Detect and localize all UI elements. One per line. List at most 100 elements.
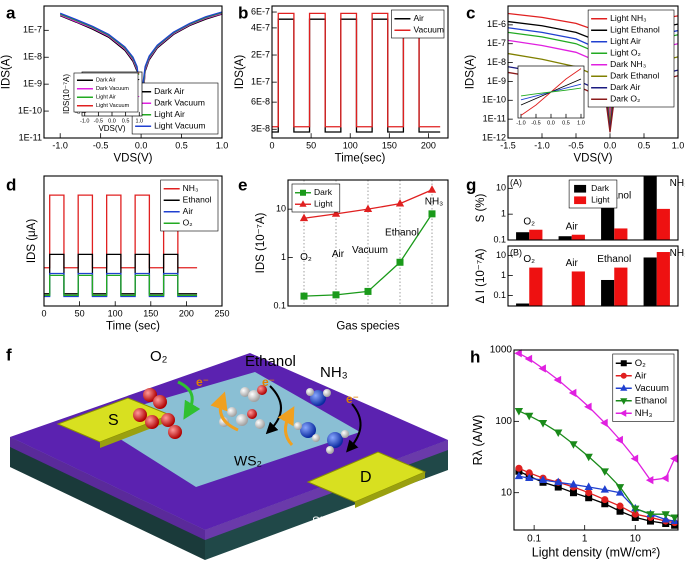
data-line: [44, 274, 198, 296]
data-line: [44, 194, 198, 269]
legend-marker: [300, 189, 306, 196]
x-tick-label: 50: [306, 140, 316, 150]
y-axis-label: IDS (10⁻⁷A): [255, 212, 267, 273]
legend-label: Air: [413, 13, 424, 23]
legend-label: Light Air: [96, 95, 116, 101]
bar: [571, 271, 585, 306]
x-axis-label: Time (sec): [106, 321, 160, 333]
data-point: [661, 514, 670, 523]
legend-swatch: [574, 184, 587, 193]
oxygen-molecules: [133, 388, 182, 439]
legend-label: Air: [635, 370, 647, 381]
legend-label: O₂: [635, 358, 646, 369]
x-axis-label: VDS(V): [98, 124, 125, 133]
data-point: [600, 468, 609, 476]
x-axis-label: Time(sec): [335, 153, 386, 165]
bar: [601, 203, 615, 240]
y-tick-label: 1E-7: [487, 38, 506, 48]
y-tick-label: 1: [501, 270, 506, 280]
electrode-label: D: [360, 469, 372, 486]
x-axis-label: VDS(V): [114, 153, 153, 165]
legend-label: Dark: [591, 183, 610, 193]
data-point: [515, 464, 523, 472]
data-point: [514, 408, 524, 416]
data-point: [569, 479, 578, 488]
legend-label: Vacuum: [413, 25, 444, 35]
legend-label: Light Air: [610, 36, 641, 46]
plot-frame: [513, 349, 679, 531]
data-line: [520, 87, 582, 97]
oxide-side-left: [10, 437, 205, 540]
legend-label: Light Air: [154, 109, 185, 119]
data-line: [272, 12, 441, 128]
y-tick-label: 2E-7: [251, 49, 270, 59]
x-tick-label: 0: [269, 140, 274, 150]
y-axis-label: IDS(A): [234, 55, 246, 90]
y-axis-label: IDS(A): [465, 55, 477, 90]
data-point: [395, 198, 405, 207]
oxide-label: SiO₂: [312, 514, 337, 528]
y-tick-label: 0.1: [493, 234, 506, 244]
bar: [516, 303, 530, 306]
bar: [571, 234, 585, 240]
legend-box: [587, 9, 675, 108]
bar: [601, 279, 615, 306]
legend: Dark Air Dark Vacuum Light Air Light Vacuum: [73, 72, 139, 113]
legend-label: Dark Air: [96, 78, 116, 84]
category-label: Air: [566, 221, 579, 232]
y-tick-label: 1E-10: [482, 95, 506, 105]
y-tick-label: 0.1: [273, 300, 286, 310]
x-tick-label: -1.0: [52, 140, 68, 150]
y-tick-label: 1E-8: [23, 52, 42, 62]
x-tick-label: -0.5: [568, 140, 584, 150]
data-point: [661, 473, 669, 483]
data-point: [569, 489, 577, 497]
electron-arrow: [277, 406, 295, 447]
y-axis-label: S (%): [475, 193, 487, 222]
plot-frame: [43, 175, 223, 307]
y-tick-label: 1E-11: [19, 132, 42, 142]
legend-label: Dark Ethanol: [610, 71, 659, 81]
category-label: O₂: [523, 216, 535, 227]
x-tick-label: -0.5: [94, 118, 103, 124]
legend-box: [291, 183, 341, 213]
legend-label: Vacuum: [635, 383, 669, 394]
y-axis-label: IDS(A): [1, 55, 13, 90]
y-tick-label: 10: [496, 250, 506, 260]
y-tick-label: 4E-7: [251, 22, 270, 32]
y-tick-label: 10: [276, 204, 286, 214]
y-axis-label: IDS (μA): [26, 219, 38, 263]
ammonia-molecules: [294, 388, 349, 454]
legend: Air Vacuum: [391, 9, 445, 39]
data-point: [364, 287, 372, 295]
panel-label: f: [6, 345, 12, 364]
legend-label: NH₃: [635, 408, 653, 419]
x-tick-label: 150: [143, 308, 158, 318]
y-tick-label: 3E-8: [251, 124, 270, 134]
device-schematic: f O₂ Ethanol NH₃ e⁻ e⁻ e⁻ S D WS₂ SiO₂ S…: [6, 345, 448, 560]
channel-label: WS₂: [234, 453, 262, 469]
category-label: Ethanol: [385, 228, 419, 239]
data-point: [331, 209, 341, 217]
data-point: [615, 435, 623, 445]
data-point: [601, 496, 609, 504]
bar: [529, 229, 543, 240]
data-point: [631, 505, 640, 514]
chart-panel: 0.1 1 10 10 100 1000 Light density (mW/cm²) Rλ …: [470, 345, 679, 559]
data-point: [363, 204, 373, 213]
y-tick-label: 0.1: [493, 290, 506, 300]
x-tick-label: 0.5: [175, 140, 188, 150]
data-point: [615, 488, 625, 496]
x-tick-label: 150: [382, 140, 397, 150]
x-tick-label: -1.0: [516, 120, 525, 126]
y-tick-label: 1E-9: [487, 76, 506, 86]
x-tick-label: 0.5: [638, 140, 651, 150]
legend-label: Ethanol: [183, 195, 212, 205]
electron-arrow: [177, 380, 201, 420]
category-label: NH₃: [670, 178, 685, 189]
y-tick-label: 1E-12: [482, 132, 506, 142]
